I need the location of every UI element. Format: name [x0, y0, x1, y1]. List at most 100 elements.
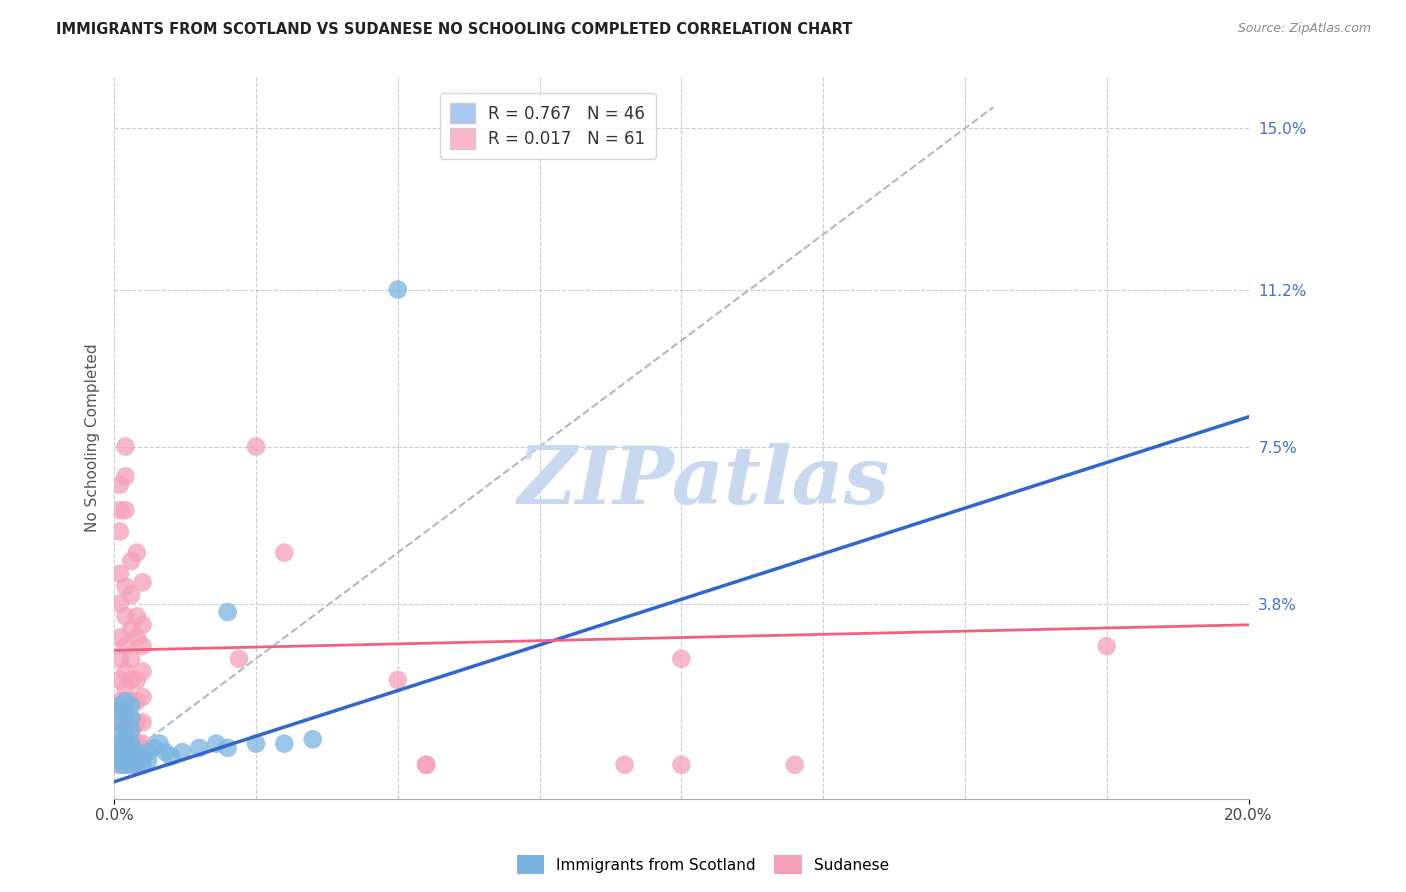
- Point: [108, 728, 131, 742]
- Point: [114, 694, 136, 708]
- Point: [114, 745, 136, 759]
- Point: [1095, 639, 1118, 653]
- Point: [273, 737, 295, 751]
- Point: [120, 745, 142, 759]
- Point: [142, 740, 165, 755]
- Point: [205, 737, 228, 751]
- Point: [120, 723, 142, 738]
- Point: [108, 754, 131, 768]
- Text: ZIPatlas: ZIPatlas: [517, 442, 890, 520]
- Point: [120, 698, 142, 713]
- Point: [415, 757, 437, 772]
- Point: [125, 609, 148, 624]
- Point: [120, 622, 142, 636]
- Point: [114, 706, 136, 721]
- Point: [671, 757, 693, 772]
- Point: [108, 749, 131, 764]
- Point: [125, 546, 148, 560]
- Point: [125, 715, 148, 730]
- Point: [108, 477, 131, 491]
- Point: [114, 754, 136, 768]
- Point: [108, 715, 131, 730]
- Point: [131, 665, 153, 679]
- Point: [120, 749, 142, 764]
- Point: [108, 631, 131, 645]
- Point: [228, 651, 250, 665]
- Point: [120, 754, 142, 768]
- Point: [114, 740, 136, 755]
- Point: [125, 757, 148, 772]
- Point: [783, 757, 806, 772]
- Point: [613, 757, 636, 772]
- Point: [131, 639, 153, 653]
- Point: [131, 757, 153, 772]
- Point: [108, 757, 131, 772]
- Point: [217, 740, 239, 755]
- Point: [108, 745, 131, 759]
- Point: [114, 723, 136, 738]
- Point: [108, 566, 131, 581]
- Point: [114, 681, 136, 696]
- Point: [114, 732, 136, 747]
- Point: [245, 737, 267, 751]
- Point: [415, 757, 437, 772]
- Point: [160, 749, 183, 764]
- Point: [172, 745, 194, 759]
- Legend: Immigrants from Scotland, Sudanese: Immigrants from Scotland, Sudanese: [510, 849, 896, 880]
- Point: [120, 554, 142, 568]
- Point: [671, 651, 693, 665]
- Point: [125, 737, 148, 751]
- Point: [131, 575, 153, 590]
- Point: [125, 754, 148, 768]
- Point: [108, 715, 131, 730]
- Point: [108, 698, 131, 713]
- Point: [155, 745, 177, 759]
- Point: [108, 745, 131, 759]
- Text: Source: ZipAtlas.com: Source: ZipAtlas.com: [1237, 22, 1371, 36]
- Point: [108, 694, 131, 708]
- Point: [114, 757, 136, 772]
- Point: [120, 745, 142, 759]
- Point: [301, 732, 323, 747]
- Point: [125, 694, 148, 708]
- Point: [217, 605, 239, 619]
- Point: [108, 737, 131, 751]
- Y-axis label: No Schooling Completed: No Schooling Completed: [86, 343, 100, 533]
- Point: [108, 651, 131, 665]
- Point: [120, 711, 142, 725]
- Point: [108, 737, 131, 751]
- Point: [120, 588, 142, 602]
- Point: [120, 723, 142, 738]
- Point: [125, 673, 148, 687]
- Point: [136, 754, 159, 768]
- Point: [114, 737, 136, 751]
- Point: [108, 673, 131, 687]
- Point: [114, 440, 136, 454]
- Point: [387, 283, 409, 297]
- Point: [273, 546, 295, 560]
- Point: [114, 469, 136, 483]
- Point: [120, 737, 142, 751]
- Point: [136, 745, 159, 759]
- Point: [245, 440, 267, 454]
- Point: [125, 757, 148, 772]
- Point: [114, 706, 136, 721]
- Point: [120, 715, 142, 730]
- Point: [148, 737, 170, 751]
- Point: [120, 673, 142, 687]
- Point: [108, 703, 131, 717]
- Point: [114, 665, 136, 679]
- Point: [114, 580, 136, 594]
- Point: [188, 740, 211, 755]
- Point: [120, 737, 142, 751]
- Point: [131, 737, 153, 751]
- Point: [131, 749, 153, 764]
- Legend: R = 0.767   N = 46, R = 0.017   N = 61: R = 0.767 N = 46, R = 0.017 N = 61: [440, 93, 655, 159]
- Point: [114, 639, 136, 653]
- Point: [125, 745, 148, 759]
- Point: [120, 694, 142, 708]
- Point: [387, 673, 409, 687]
- Point: [108, 503, 131, 517]
- Point: [125, 631, 148, 645]
- Point: [131, 690, 153, 704]
